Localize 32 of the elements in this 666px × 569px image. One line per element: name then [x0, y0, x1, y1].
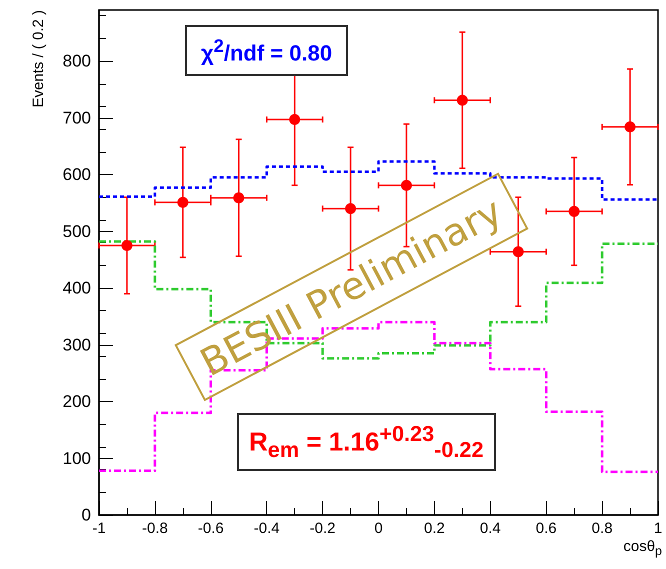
x-axis-title: cosθ$_{p}$: [623, 538, 662, 558]
annotation: χ$^{2}$/ndf = 0.80: [185, 25, 348, 76]
x-tick-label: 1: [654, 520, 662, 537]
x-tick-label: 0.8: [592, 520, 613, 537]
point: [456, 94, 468, 106]
point: [512, 246, 524, 258]
x-tick-label: 0: [374, 520, 383, 537]
y-tick-label: 100: [62, 448, 91, 468]
y-tick-label: 200: [62, 392, 91, 412]
y-tick-label: 400: [62, 278, 91, 298]
y-axis-title: Events / ( 0.2 ): [30, 10, 47, 108]
y-tick-label: 0: [82, 506, 91, 524]
x-tick-label: -0.2: [310, 520, 336, 537]
y-tick-label: 300: [62, 335, 91, 354]
x-tick-label: -0.6: [198, 520, 224, 537]
point: [624, 121, 636, 132]
x-tick-label: 0.6: [536, 520, 557, 537]
x-tick-label: -0.4: [254, 520, 280, 537]
point: [233, 192, 244, 204]
x-tick-label: 0.2: [424, 520, 445, 537]
point: [121, 240, 132, 251]
x-tick-label: -0.8: [142, 520, 168, 537]
point: [289, 114, 300, 126]
x-tick-label: 0.4: [480, 520, 501, 537]
y-tick-label: 700: [62, 108, 91, 128]
point: [177, 196, 188, 208]
y-tick-label: 600: [62, 165, 91, 184]
x-tick-label: -1: [92, 520, 106, 537]
y-tick-label: 800: [62, 52, 91, 71]
point: [568, 206, 580, 217]
point: [400, 180, 412, 191]
y-tick-label: 500: [62, 222, 91, 241]
